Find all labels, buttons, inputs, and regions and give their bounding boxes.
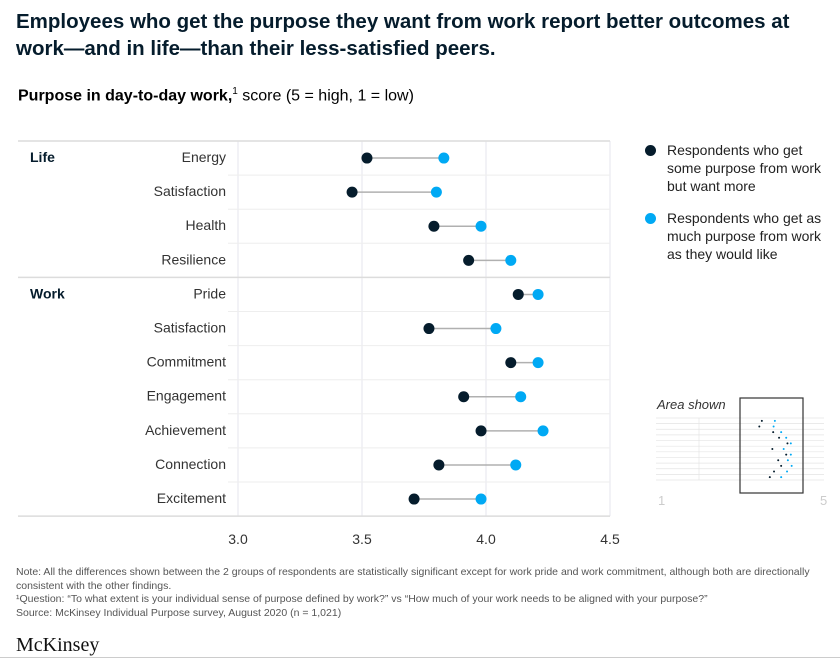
point-some-purpose [423,323,435,335]
row-label: Satisfaction [154,320,226,336]
point-some-purpose [475,425,487,437]
inset-point-as-much [780,476,783,479]
point-some-purpose [346,186,358,198]
footnote-text: ¹Question: “To what extent is your indiv… [16,593,708,605]
point-as-much-purpose [490,323,502,335]
point-as-much-purpose [537,425,549,437]
note-text: Note: All the differences shown between … [16,566,810,592]
legend-label: Respondents who get some purpose from wo… [667,142,822,194]
inset-point-some [773,470,776,473]
x-tick-label: 3.0 [228,531,248,547]
row-label: Health [186,217,226,233]
inset-point-as-much [786,470,789,473]
point-some-purpose [463,254,475,266]
x-tick-label: 4.5 [600,531,620,547]
inset-point-as-much [789,442,792,445]
point-as-much-purpose [510,459,522,471]
legend-label: Respondents who get as much purpose from… [667,210,822,262]
dumbbell-chart: 3.0 3.5 4.0 4.5 Life Energy Satisfaction Health… [18,140,827,547]
inset-point-some [768,476,771,479]
point-as-much-purpose [532,288,544,300]
inset-min-label: 1 [658,493,665,508]
subtitle-rest: score (5 = high, 1 = low) [237,87,414,105]
inset-max-label: 5 [820,493,827,508]
chart-title: Employees who get the purpose they want … [16,10,790,60]
point-as-much-purpose [475,220,487,232]
point-some-purpose [433,459,445,471]
point-some-purpose [361,152,373,164]
point-some-purpose [458,391,470,403]
point-some-purpose [512,288,524,300]
row-label: Excitement [157,490,226,506]
inset-point-some [772,431,775,434]
row-label: Energy [182,149,226,165]
source-text: Source: McKinsey Individual Purpose surv… [16,606,342,619]
point-some-purpose [408,493,420,505]
inset-point-as-much [772,425,775,428]
row-label: Connection [155,456,226,472]
inset-point-as-much [782,448,785,450]
point-some-purpose [428,220,440,232]
inset-point-some [780,464,783,467]
subtitle-footnote-mark: 1 [232,86,238,97]
legend-dot-dark [645,145,656,156]
inset-area-box [739,397,804,494]
point-as-much-purpose [475,493,487,505]
inset-label: Area shown [656,397,726,412]
inset-point-some [758,425,761,428]
row-label: Pride [193,285,226,301]
x-tick-label: 3.5 [352,531,372,547]
point-as-much-purpose [515,391,527,403]
row-label: Engagement [147,388,227,404]
inset-point-some [760,419,763,422]
inset-point-some [777,459,780,462]
mckinsey-logo: McKinsey [16,634,100,656]
inset-point-as-much [780,431,783,434]
x-tick-label: 4.0 [476,531,496,547]
row-label: Satisfaction [154,183,226,199]
group-label: Work [30,285,65,301]
inset-point-as-much [773,419,776,422]
row-label: Achievement [145,422,226,438]
inset-point-as-much [790,464,793,467]
bottom-divider [0,657,840,658]
point-as-much-purpose [438,152,450,164]
subtitle-bold: Purpose in day-to-day work, [18,87,233,105]
inset-point-as-much [789,453,792,456]
legend-item-some-purpose: Respondents who get some purpose from wo… [645,141,835,195]
notes: Note: All the differences shown between … [16,566,831,620]
inset-point-some [778,436,781,439]
group-label: Life [30,149,55,165]
inset-point-some [785,453,788,456]
inset-point-some [771,448,774,450]
point-as-much-purpose [430,186,442,198]
row-label: Commitment [147,354,226,370]
legend-item-as-much-purpose: Respondents who get as much purpose from… [645,209,835,263]
inset-point-some [786,442,789,445]
row-label: Resilience [161,251,226,267]
point-some-purpose [505,357,517,369]
legend-dot-blue [645,213,656,224]
inset-point-as-much [786,459,789,462]
chart-subtitle: Purpose in day-to-day work,1 score (5 = … [18,86,414,105]
point-as-much-purpose [505,254,517,266]
inset-point-as-much [785,436,788,439]
point-as-much-purpose [532,357,544,369]
